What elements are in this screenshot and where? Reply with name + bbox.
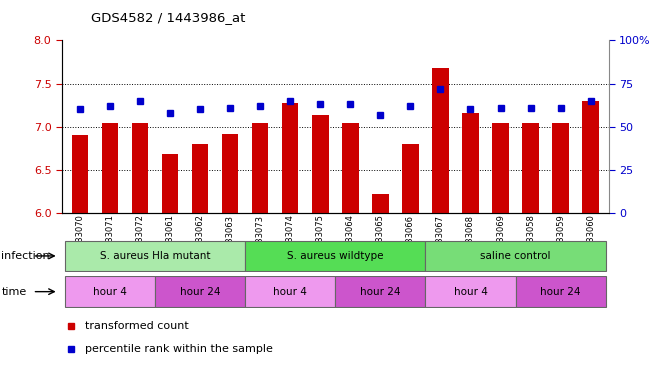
Bar xyxy=(583,101,599,213)
Bar xyxy=(72,135,88,213)
Text: percentile rank within the sample: percentile rank within the sample xyxy=(85,344,273,354)
Text: time: time xyxy=(1,286,27,297)
Bar xyxy=(516,276,605,307)
Bar xyxy=(245,241,425,271)
Bar xyxy=(342,123,359,213)
Bar xyxy=(155,276,245,307)
Bar xyxy=(402,144,419,213)
Text: hour 24: hour 24 xyxy=(540,286,581,297)
Bar xyxy=(65,276,155,307)
Bar xyxy=(102,123,118,213)
Text: infection: infection xyxy=(1,251,50,261)
Bar xyxy=(425,276,516,307)
Bar xyxy=(192,144,208,213)
Bar xyxy=(335,276,425,307)
Text: transformed count: transformed count xyxy=(85,321,189,331)
Bar xyxy=(462,113,478,213)
Bar xyxy=(492,123,509,213)
Text: S. aureus Hla mutant: S. aureus Hla mutant xyxy=(100,251,210,261)
Bar xyxy=(552,123,569,213)
Bar xyxy=(245,276,335,307)
Text: hour 24: hour 24 xyxy=(180,286,220,297)
Bar xyxy=(252,123,268,213)
Bar xyxy=(222,134,238,213)
Text: hour 4: hour 4 xyxy=(454,286,488,297)
Bar xyxy=(372,194,389,213)
Bar xyxy=(65,241,245,271)
Bar xyxy=(161,154,178,213)
Bar xyxy=(282,103,298,213)
Bar xyxy=(425,241,605,271)
Bar xyxy=(132,123,148,213)
Text: hour 24: hour 24 xyxy=(360,286,400,297)
Bar xyxy=(522,123,539,213)
Text: hour 4: hour 4 xyxy=(273,286,307,297)
Text: saline control: saline control xyxy=(480,251,551,261)
Text: GDS4582 / 1443986_at: GDS4582 / 1443986_at xyxy=(91,11,245,24)
Bar xyxy=(432,68,449,213)
Text: S. aureus wildtype: S. aureus wildtype xyxy=(287,251,383,261)
Text: hour 4: hour 4 xyxy=(93,286,127,297)
Bar xyxy=(312,115,329,213)
